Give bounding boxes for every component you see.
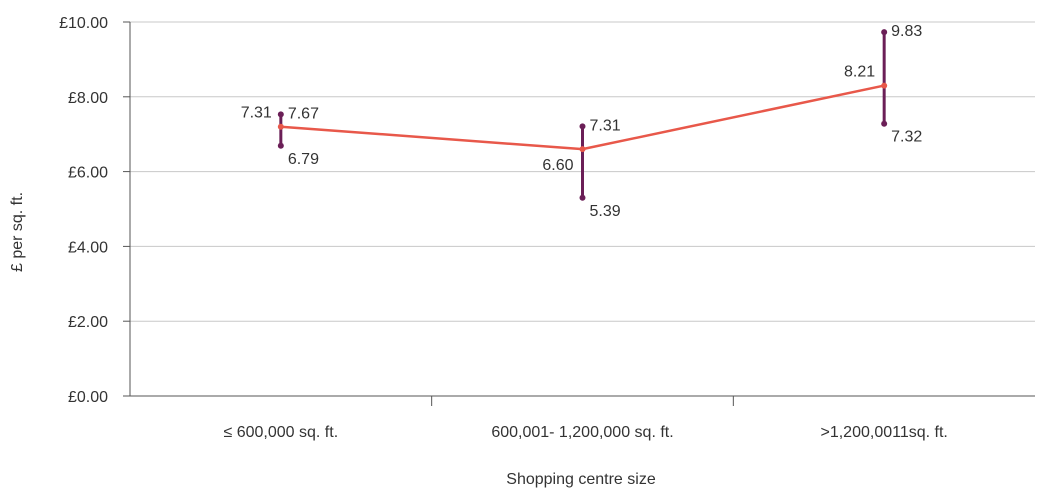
y-tick-label: £2.00 <box>68 314 108 331</box>
range-high-point <box>881 29 888 36</box>
x-axis-title: Shopping centre size <box>506 471 656 488</box>
x-tick-label: 600,001- 1,200,000 sq. ft. <box>491 424 673 441</box>
range-high-label: 7.67 <box>288 105 319 122</box>
series-point <box>579 146 586 153</box>
y-axis-title: £ per sq. ft. <box>9 192 26 272</box>
y-tick-label: £10.00 <box>59 15 108 32</box>
series-value-label: 7.31 <box>241 105 272 122</box>
series-point <box>881 82 888 89</box>
y-tick-label: £6.00 <box>68 165 108 182</box>
range-low-label: 6.79 <box>288 151 319 168</box>
range-low-point <box>277 142 284 149</box>
y-tick-label: £8.00 <box>68 90 108 107</box>
range-low-point <box>881 120 888 127</box>
range-high-label: 9.83 <box>891 23 922 40</box>
y-tick-label: £0.00 <box>68 389 108 406</box>
range-low-label: 7.32 <box>891 129 922 146</box>
range-low-point <box>579 194 586 201</box>
x-tick-label: ≤ 600,000 sq. ft. <box>224 424 339 441</box>
x-tick-label: >1,200,0011sq. ft. <box>820 424 947 441</box>
range-high-label: 7.31 <box>590 117 621 134</box>
series-point <box>277 123 284 130</box>
range-high-point <box>579 123 586 130</box>
range-low-label: 5.39 <box>590 203 621 220</box>
range-high-point <box>277 111 284 118</box>
series-value-label: 6.60 <box>542 157 573 174</box>
series-value-label: 8.21 <box>844 64 875 81</box>
y-tick-label: £4.00 <box>68 239 108 256</box>
